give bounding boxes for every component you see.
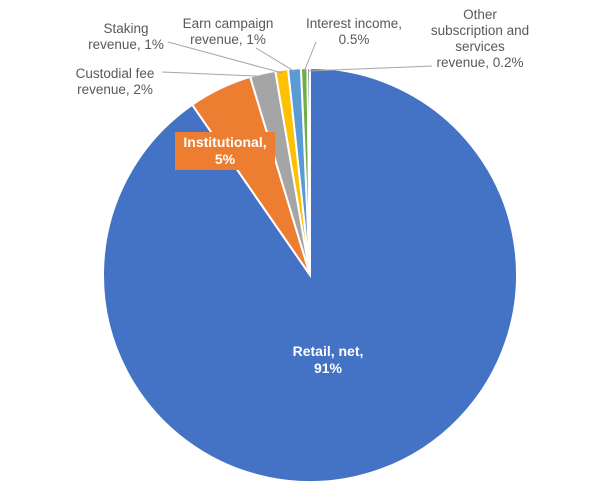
leader-line-custodial-fee [161, 71, 264, 77]
label-background-institutional [175, 132, 275, 170]
label-interest-income: Interest income, 0.5% [306, 16, 402, 47]
leader-line-earn-campaign [255, 47, 295, 72]
label-earn-campaign: Earn campaign revenue, 1% [183, 16, 274, 47]
label-custodial-fee: Custodial fee revenue, 2% [76, 66, 155, 97]
leader-line-other [308, 65, 433, 72]
leader-lines [161, 41, 433, 77]
leader-line-interest-income [303, 41, 317, 72]
label-other: Other subscription and services revenue, 0.… [431, 7, 529, 70]
label-staking: Staking revenue, 1% [88, 21, 164, 52]
leader-line-staking [167, 41, 283, 74]
slice-labels: Retail, net, 91% Institutional, 5% Custodial… [76, 7, 530, 376]
slice-other [306, 66, 311, 276]
label-institutional: Institutional, 5% [183, 134, 266, 167]
pie-slices [102, 66, 518, 483]
label-retail-net: Retail, net, 91% [293, 343, 364, 376]
